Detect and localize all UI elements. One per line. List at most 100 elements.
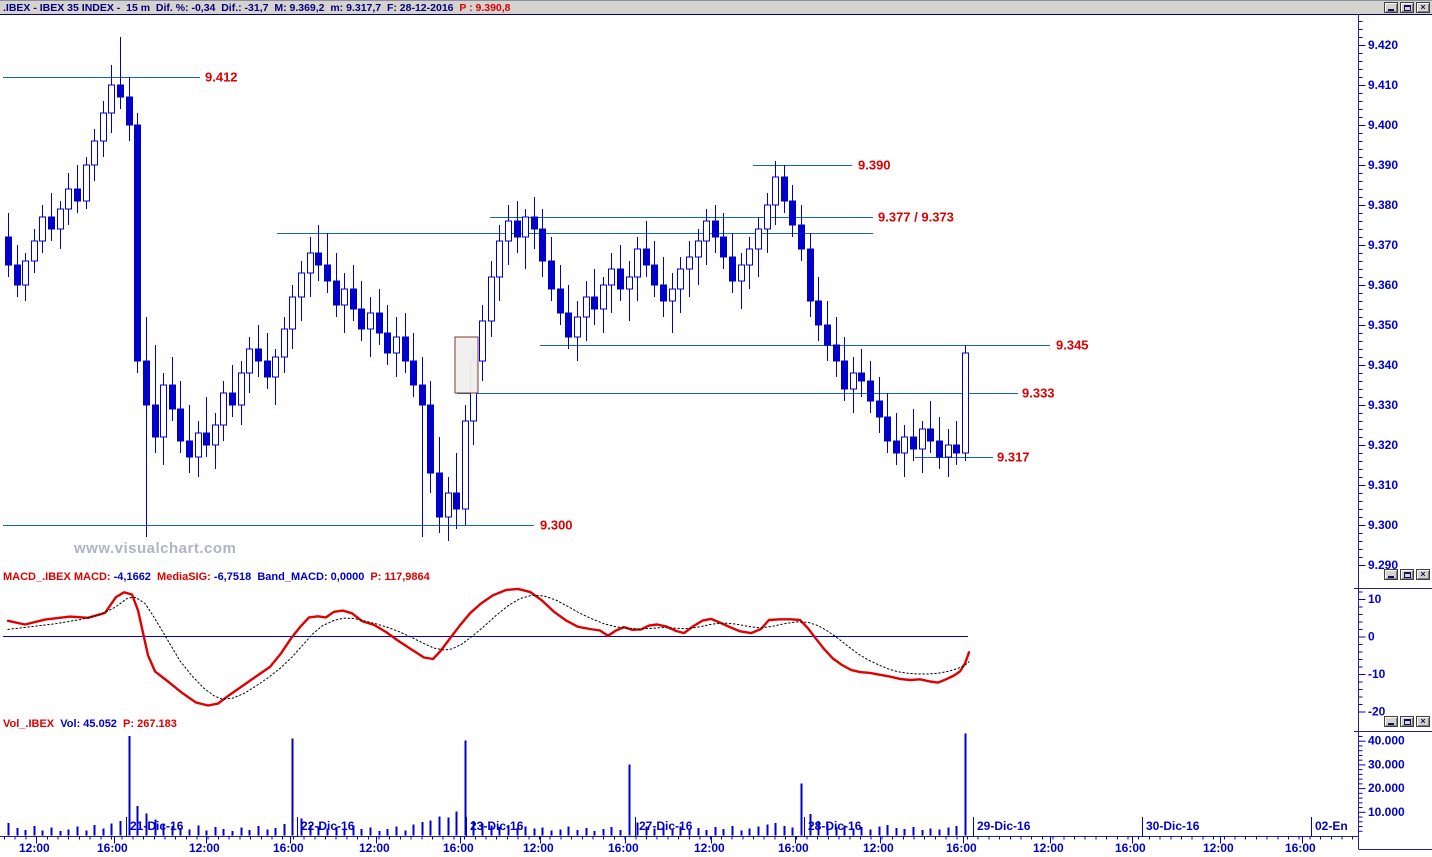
- candle-body: [574, 316, 581, 338]
- time-axis-label: 12:00: [523, 841, 554, 855]
- price-axis-label: 9.360: [1368, 278, 1398, 292]
- volume-bar: [524, 826, 527, 836]
- volume-bar: [128, 735, 131, 836]
- candle-body: [772, 176, 779, 206]
- volume-bar: [671, 829, 674, 836]
- volume-bar: [964, 733, 967, 836]
- minimize-button[interactable]: [1384, 569, 1398, 580]
- volume-bar: [412, 824, 415, 836]
- maximize-button[interactable]: [1400, 716, 1414, 727]
- candle-body: [712, 220, 719, 238]
- candle-body: [910, 436, 917, 450]
- candle-body: [462, 420, 469, 510]
- volume-bar: [85, 830, 88, 836]
- volume-bar: [645, 826, 648, 836]
- volume-bar: [550, 830, 553, 836]
- volume-bar: [541, 827, 544, 836]
- volume-axis[interactable]: 40.000 30.000 20.000 10.000: [1358, 734, 1406, 832]
- volume-bar: [662, 827, 665, 836]
- volume-bar: [929, 828, 932, 836]
- volume-axis-label: 20.000: [1368, 781, 1405, 795]
- candle-body: [31, 240, 38, 262]
- candle-body: [445, 492, 452, 518]
- volume-bar: [860, 826, 863, 836]
- candle-body: [893, 440, 900, 454]
- time-axis-label: 16:00: [1115, 841, 1146, 855]
- candle-body: [220, 392, 227, 426]
- candle-body: [539, 228, 546, 262]
- level-label: 9.412: [205, 70, 238, 85]
- candle-body: [496, 240, 503, 278]
- volume-bar: [472, 821, 475, 836]
- chart-window-titlebar[interactable]: .IBEX - IBEX 35 INDEX - 15 m Dif. %: -0,…: [0, 0, 1432, 14]
- minimize-button[interactable]: [1384, 716, 1398, 727]
- price-axis[interactable]: 9.420 9.410 9.400 9.390 9.380 9.370 9.360 9.350…: [1358, 21, 1399, 573]
- date-axis-label: 28-Dic-16: [808, 819, 862, 833]
- volume-bar: [895, 827, 898, 836]
- close-button[interactable]: ×: [1416, 569, 1430, 580]
- macd-axis-label: -10: [1368, 667, 1386, 681]
- candle-body: [143, 360, 150, 406]
- close-button[interactable]: ×: [1416, 716, 1430, 727]
- date-axis-label: 02-En: [1315, 819, 1348, 833]
- minimize-button[interactable]: [1384, 2, 1398, 13]
- volume-bar: [41, 830, 44, 836]
- volume-bar: [291, 738, 294, 836]
- volume-bar: [360, 829, 363, 836]
- price-axis-label: 9.410: [1368, 78, 1398, 92]
- date-axis-label: 21-Dic-16: [130, 819, 184, 833]
- candle-body: [186, 440, 193, 458]
- volume-bar: [938, 829, 941, 836]
- volume-bar: [162, 823, 165, 836]
- candle-body: [522, 216, 529, 238]
- volume-bar: [955, 825, 958, 836]
- macd-axis[interactable]: 10 0 -10 -20: [1358, 591, 1386, 719]
- volume-bar: [119, 820, 122, 836]
- candle-body: [324, 264, 331, 282]
- label-segment-2: P: 267.183: [116, 718, 177, 730]
- volume-indicator-label: Vol_.IBEX Vol: 45.052 P: 267.183: [3, 718, 177, 730]
- volume-bar: [343, 829, 346, 836]
- candle-body: [83, 164, 90, 202]
- candle-body: [824, 324, 831, 346]
- candle-body: [169, 384, 176, 410]
- volume-bar: [921, 830, 924, 836]
- chart-title: .IBEX - IBEX 35 INDEX - 15 m Dif. %: -0,…: [3, 2, 511, 14]
- time-axis-label: 16:00: [1285, 841, 1316, 855]
- candle-body: [669, 288, 676, 302]
- candle-body: [531, 216, 538, 230]
- volume-axis-label: 10.000: [1368, 805, 1405, 819]
- macd-line: [6, 587, 971, 707]
- volume-bar: [188, 829, 191, 836]
- candle-body: [729, 256, 736, 282]
- volume-bar: [697, 828, 700, 836]
- close-button[interactable]: ×: [1416, 2, 1430, 13]
- volume-bar: [809, 813, 812, 836]
- maximize-button[interactable]: [1400, 569, 1414, 580]
- level-label: 9.317: [997, 450, 1030, 465]
- candle-body: [953, 444, 960, 454]
- candle-body: [479, 320, 486, 362]
- volume-bar: [679, 826, 682, 836]
- level-lines: 9.412 9.390 9.377 / 9.373 9.345 9.333 9.317 9.…: [3, 70, 1089, 533]
- volume-bar: [429, 820, 432, 836]
- candle-body: [600, 284, 607, 310]
- candle-body: [850, 372, 857, 390]
- minimize-icon: [1388, 576, 1394, 578]
- candle-body: [91, 140, 98, 166]
- candle-body: [126, 96, 133, 126]
- volume-bar: [266, 829, 269, 836]
- time-axis-label: 16:00: [778, 841, 809, 855]
- price-axis-label: 9.390: [1368, 158, 1398, 172]
- maximize-button[interactable]: [1400, 2, 1414, 13]
- candle-body: [255, 348, 262, 362]
- candle-body: [134, 124, 141, 362]
- price-axis-label: 9.320: [1368, 438, 1398, 452]
- time-axis[interactable]: 12:00 16:00 12:00 16:00 12:00 16:00 12:00 16:00…: [0, 817, 1359, 855]
- volume-bar: [50, 827, 53, 836]
- zone-annotation-rect[interactable]: [454, 336, 479, 394]
- volume-bar: [464, 740, 467, 836]
- price-axis-label: 9.300: [1368, 518, 1398, 532]
- candle-body: [229, 392, 236, 406]
